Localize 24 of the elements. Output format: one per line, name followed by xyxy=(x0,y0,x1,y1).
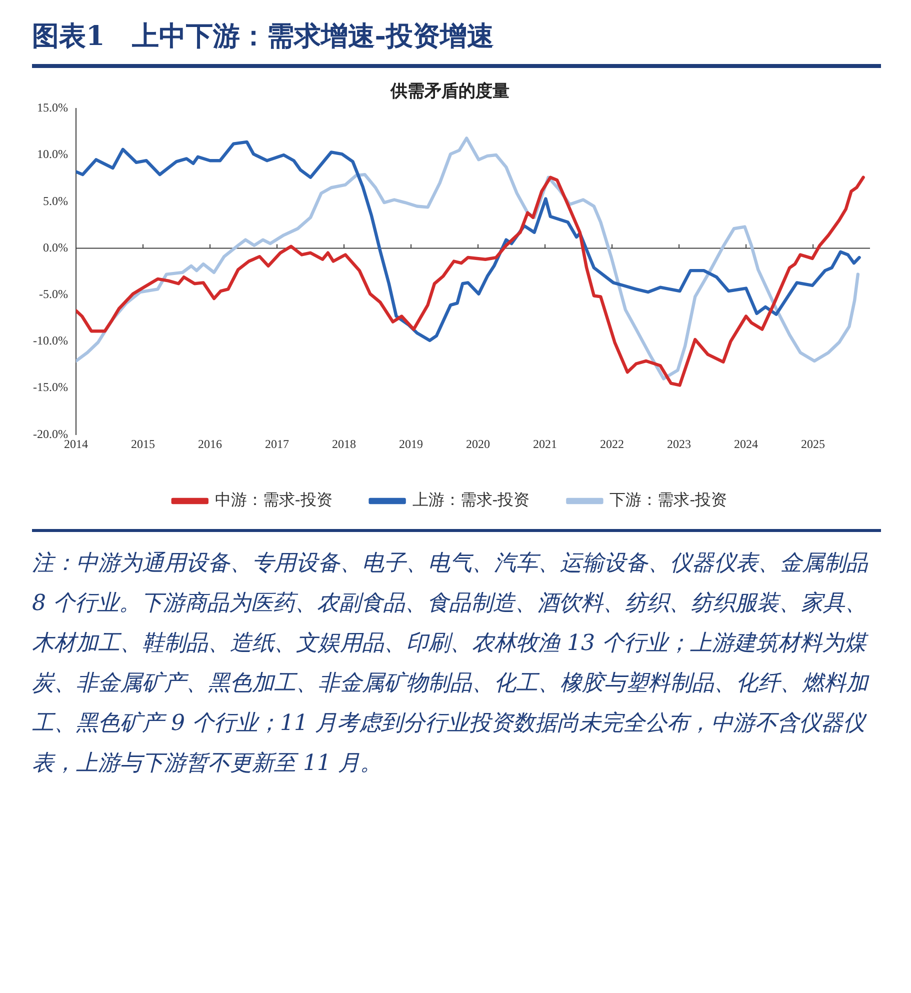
y-tick-label: 5.0% xyxy=(42,194,68,208)
y-tick-label: 10.0% xyxy=(36,147,68,162)
y-tick-label: -10.0% xyxy=(32,334,68,348)
x-tick-label: 2023 xyxy=(667,436,692,451)
y-tick-label: -15.0% xyxy=(32,380,68,394)
y-tick-label: -5.0% xyxy=(38,286,68,301)
y-tick-label: 0.0% xyxy=(42,240,68,254)
x-tick-label: 2021 xyxy=(533,436,558,451)
chart-subtitle: 供需矛盾的度量 xyxy=(390,82,510,102)
legend-label: 中游：需求-投资 xyxy=(214,490,332,510)
x-tick-label: 2018 xyxy=(332,436,356,451)
y-tick-label: 15.0% xyxy=(36,100,68,115)
chart-title: 图表1 上中下游：需求增速-投资增速 xyxy=(32,18,881,68)
legend-label: 上游：需求-投资 xyxy=(412,490,530,510)
x-tick-label: 2015 xyxy=(130,436,155,451)
x-tick-label: 2019 xyxy=(399,436,424,451)
x-tick-label: 2025 xyxy=(801,436,826,451)
x-tick-label: 2022 xyxy=(600,436,624,451)
x-tick-label: 2017 xyxy=(265,436,290,451)
legend-label: 下游：需求-投资 xyxy=(610,490,728,510)
text: 注：中游为通用设备、专用设备、电子、电气、汽车、运输设备、仪器仪表、金属制品 8 个行业。下游商品为医药、农副食品、食品制造、酒饮料、纺织、纺织服装、家具、木材加工、鞋制品、造纸、文娱用品、印刷、农林牧渔 13 个行业；上游建筑材料为煤炭、非金属矿产、黑色加工、非金属矿物制品、化工、橡胶与塑料制品、化纤、燃料加工、黑色矿产 9 个行业；11 月考虑到分行业投资数据尚未完全公布，中游不含仪器仪表，上游与下游暂不更新至 11 月。 xyxy=(32,529,881,784)
x-tick-label: 2024 xyxy=(734,436,758,451)
x-tick-label: 2020 xyxy=(466,436,490,451)
x-tick-label: 2016 xyxy=(198,436,222,451)
